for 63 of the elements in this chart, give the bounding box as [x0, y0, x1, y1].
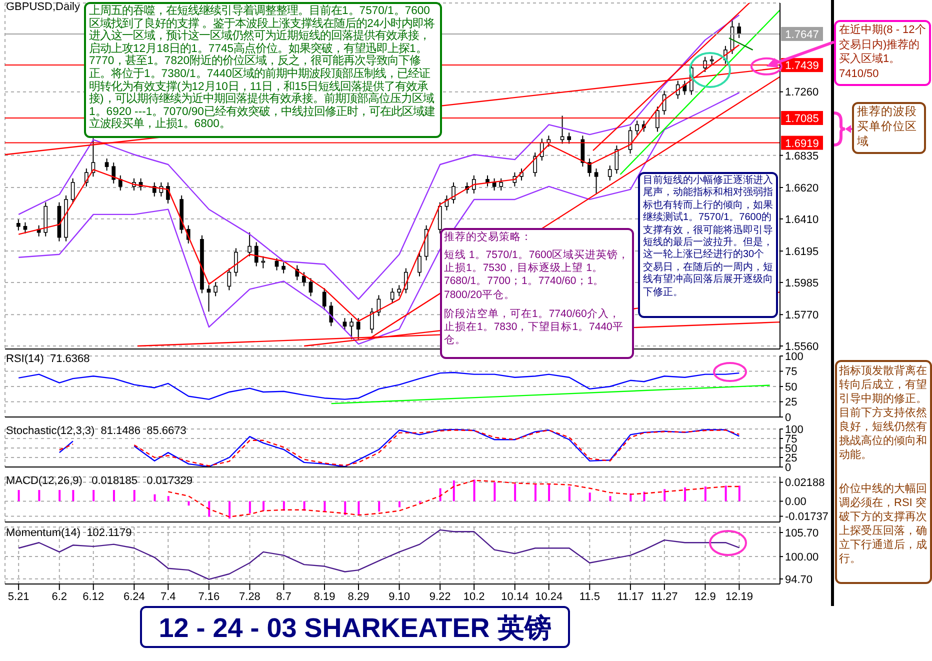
y-tick-label: 100	[785, 424, 804, 436]
x-tick-label: 11.5	[579, 590, 600, 603]
y-tick-label: 1.5770	[785, 310, 819, 322]
x-tick-label: 10.14	[501, 590, 529, 603]
x-tick-label: 12.19	[725, 590, 753, 603]
y-tick-label: 50	[785, 381, 798, 394]
y-tick-label: 25	[785, 396, 798, 409]
x-tick-label: 10.24	[535, 590, 563, 603]
x-tick-label: 11.17	[617, 590, 644, 603]
x-tick-label: 6.12	[82, 590, 104, 603]
y-tick-label: 75	[785, 433, 798, 446]
y-tick-label: 1.5560	[785, 340, 819, 353]
ref-line-label: 1.7647	[785, 28, 819, 41]
chart-title: Stochastic(12,3,3) 81.1486 85.6673	[6, 425, 186, 437]
y-tick-label: 94.70	[785, 574, 813, 586]
x-tick-label: 7.4	[160, 590, 176, 603]
x-tick-label: 5.21	[8, 590, 30, 603]
text: 12 - 24 - 03 SHARKEATER 英镑	[140, 606, 570, 648]
y-tick-label: 50	[785, 442, 798, 455]
y-tick-label: 100	[785, 350, 804, 363]
x-tick-label: 8.29	[348, 590, 370, 603]
y-tick-label: 1.6195	[785, 246, 819, 258]
chart-title: MACD(12,26,9) 0.018185 0.017329	[6, 475, 193, 487]
annotation: 短线 1。7570/1。7600区域买进英镑，止损1。7530，目标逐级上望 1。7680/1。7700；1。7740/60；1。7800/20平仓。	[444, 249, 630, 303]
chart-title: RSI(14) 71.6368	[6, 353, 90, 365]
y-tick-label: 0.02188	[785, 477, 825, 490]
ref-line-label: 1.6919	[785, 138, 819, 150]
y-tick-label: 1.6620	[785, 182, 819, 194]
ref-line-label: 1.7439	[785, 60, 819, 72]
x-tick-label: 7.28	[239, 590, 260, 603]
y-tick-label: 25	[785, 452, 798, 464]
chart-title: Momentum(14) 102.1179	[6, 527, 132, 539]
y-tick-label: 105.70	[785, 527, 819, 540]
y-tick-label: 1.7260	[785, 86, 819, 99]
x-tick-label: 6.2	[52, 590, 68, 603]
x-tick-label: 9.22	[429, 590, 451, 603]
x-tick-label: 11.27	[651, 590, 678, 603]
y-tick-label: 100.00	[785, 551, 819, 564]
annotation: 推荐的交易策略：	[444, 231, 533, 245]
text: 价位中线的大幅回调必须在，RSI 突破下方的支撑再次上探受压回落，确立下行通道后，成行。	[839, 482, 928, 567]
x-tick-label: 8.7	[276, 590, 292, 603]
x-tick-label: 10.2	[463, 590, 485, 603]
text: 推荐的波段买单价位区域	[852, 102, 926, 154]
y-tick-label: 0	[785, 462, 792, 474]
y-tick-label: 1.6835	[785, 150, 819, 162]
x-tick-label: 6.24	[123, 590, 145, 603]
y-tick-label: 1.6410	[785, 214, 819, 226]
annotation: 在近中期(8 - 12个交易日内)推荐的买入区域1。7410/50	[834, 20, 931, 86]
chart-title: GBPUSD,Daily	[6, 1, 80, 13]
x-tick-label: 9.10	[388, 590, 410, 603]
y-tick-label: 0.00	[785, 496, 806, 508]
y-tick-label: -0.01737	[785, 511, 828, 524]
annotation: 阶段沽空单，可在1。7740/60介入，止损在1。7830，下望目标1。7440平仓。	[444, 308, 624, 348]
x-tick-label: 7.16	[198, 590, 220, 603]
ref-line-label: 1.7085	[785, 112, 819, 125]
y-tick-label: 1.5985	[785, 277, 819, 290]
x-tick-label: 8.19	[314, 590, 336, 603]
text: 指标顶发散背离在转向后成立，有望引导中期的修正。目前下方支持依然良好，短线仍然有挑战高位的倾向和动能。	[839, 364, 928, 463]
text: 上周五的吞噬，在短线继续引导着调整整理。目前在1。7570/1。7600区域找到了良好的支撑 。鉴于本波段上涨支撑线在随后的24小时内即将进入这一区域，预计这一区域仍然可为近期短线的回落提供有效承接，启动上攻12月18日的1。7745高点价位。如果突破，有望迅即上探1。7770，甚至1。7820附近的价位区域，反之，很可能再次导致向下修正。将位于1。7380/1。7440区域的前期中期波段顶部压制线，已经证明转化为有效支撑(为12月10日，11日，和15日短线回落提供了有效承接)，可以期待继续为近中期回落提供有效承接。前期顶部高位压力区域1。6920 ---1。7070/90已经有效突破，中线拉回修正时，可在此区域建立波段买单，止损1。6800。	[89, 5, 435, 130]
y-tick-label: 75	[785, 366, 798, 378]
x-tick-label: 12.9	[694, 590, 716, 603]
y-tick-label: 0	[785, 412, 792, 424]
text: 目前短线的小幅修正逐渐进入尾声，动能指标和相对强弱指标也有转而上行的倾向，如果继续测试1。7570/1。7600的支撑有效，很可能将迅即引导短线的最后一波拉升。但是，这一轮上涨已经进行的30个交易日，在随后的一周内，短线有望冲高回落后展开逐级向下修正。	[643, 175, 773, 298]
